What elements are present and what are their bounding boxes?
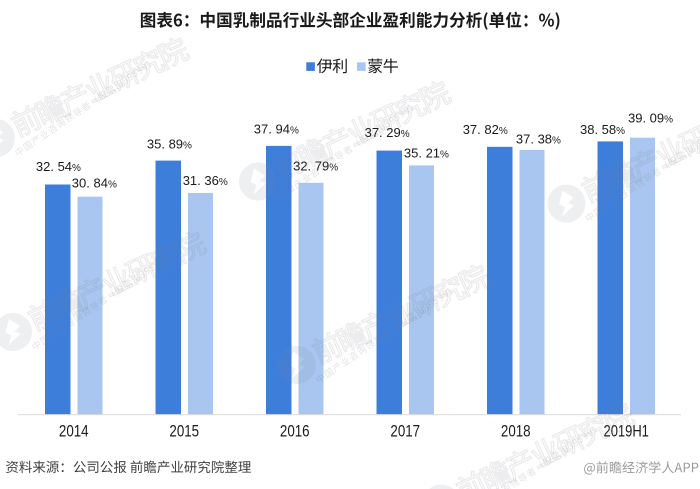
svg-text:31. 36%: 31. 36% — [183, 173, 228, 188]
svg-text:2017: 2017 — [390, 422, 420, 441]
svg-text:35. 21%: 35. 21% — [404, 146, 449, 161]
svg-text:30. 84%: 30. 84% — [72, 176, 117, 191]
svg-text:32. 54%: 32. 54% — [36, 159, 81, 174]
svg-text:37. 82%: 37. 82% — [463, 122, 508, 137]
svg-text:2015: 2015 — [169, 422, 199, 441]
svg-text:39. 09%: 39. 09% — [628, 111, 673, 126]
svg-text:2016: 2016 — [280, 422, 310, 441]
svg-text:37. 94%: 37. 94% — [254, 122, 299, 137]
svg-text:37. 38%: 37. 38% — [516, 132, 561, 147]
svg-text:35. 89%: 35. 89% — [147, 136, 192, 151]
svg-text:38. 58%: 38. 58% — [580, 122, 625, 137]
svg-text:2014: 2014 — [59, 422, 89, 441]
svg-text:2018: 2018 — [501, 422, 531, 441]
